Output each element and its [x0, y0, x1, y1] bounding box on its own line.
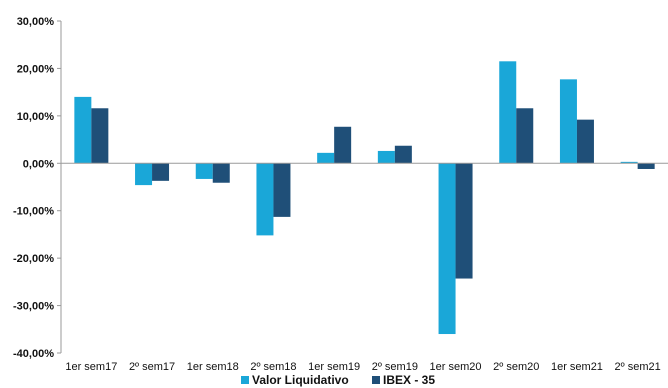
y-tick-label: -30,00% [13, 301, 54, 313]
y-tick-label: -40,00% [13, 348, 54, 360]
bars-group [74, 61, 655, 335]
bar-ibex-35 [273, 163, 291, 217]
legend-label-ibex-35: IBEX - 35 [383, 373, 435, 387]
x-tick-label: 1er sem19 [308, 361, 360, 373]
bar-valor-liquidativo [438, 163, 456, 335]
x-tick-label: 2º sem21 [615, 361, 661, 373]
bar-ibex-35 [91, 108, 109, 164]
legend-swatch-ibex-35 [372, 376, 380, 384]
bar-ibex-35 [334, 126, 352, 164]
x-tick-label: 2º sem20 [493, 361, 539, 373]
y-tick-label: 0,00% [23, 158, 54, 170]
bar-valor-liquidativo [317, 152, 335, 164]
bar-valor-liquidativo [559, 79, 577, 164]
bar-valor-liquidativo [74, 96, 92, 164]
x-axis-labels: 1er sem17 2º sem17 1er sem18 2º sem18 1er se… [65, 361, 660, 373]
bar-valor-liquidativo [135, 163, 153, 186]
x-tick-label: 1er sem17 [65, 361, 117, 373]
legend-label-valor-liquidativo: Valor Liquidativo [252, 373, 349, 387]
bar-ibex-35 [455, 163, 473, 279]
bar-valor-liquidativo [499, 61, 517, 164]
bar-ibex-35 [516, 108, 534, 164]
x-tick-label: 2º sem17 [129, 361, 175, 373]
y-tick-label: 10,00% [17, 111, 55, 123]
bar-ibex-35 [394, 145, 412, 164]
y-tick-label: -10,00% [13, 206, 54, 218]
bar-ibex-35 [212, 163, 230, 183]
bar-ibex-35 [576, 119, 594, 164]
x-tick-label: 2º sem19 [372, 361, 418, 373]
x-tick-label: 1er sem18 [187, 361, 239, 373]
y-tick-label: 20,00% [17, 63, 55, 75]
bar-valor-liquidativo [377, 150, 395, 164]
y-tick-label: -20,00% [13, 253, 54, 265]
bar-valor-liquidativo [256, 163, 274, 236]
x-tick-label: 1er sem20 [430, 361, 482, 373]
x-tick-label: 1er sem21 [551, 361, 603, 373]
y-tick-label: 30,00% [17, 16, 55, 28]
bar-ibex-35 [637, 163, 655, 169]
bar-valor-liquidativo [620, 161, 638, 164]
legend: Valor Liquidativo IBEX - 35 [241, 373, 435, 387]
y-axis-ticks: 30,00% 20,00% 10,00% 0,00% -10,00% -20,00% -30… [13, 16, 61, 360]
bar-ibex-35 [152, 163, 170, 181]
legend-swatch-valor-liquidativo [241, 376, 249, 384]
bar-valor-liquidativo [195, 163, 213, 179]
x-tick-label: 2º sem18 [250, 361, 296, 373]
